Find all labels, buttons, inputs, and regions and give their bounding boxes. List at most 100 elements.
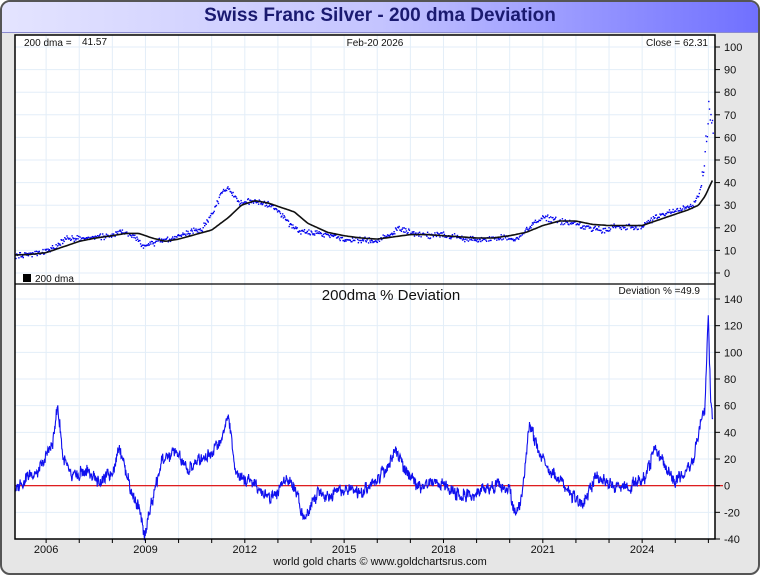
price-point xyxy=(502,238,505,240)
price-point xyxy=(213,210,215,213)
price-point xyxy=(75,239,77,241)
price-point xyxy=(328,235,330,237)
price-point xyxy=(282,213,284,215)
price-point xyxy=(104,237,107,239)
price-point xyxy=(148,244,150,246)
price-point xyxy=(25,252,27,254)
y-tick-label-upper: 70 xyxy=(724,110,736,122)
price-point xyxy=(530,227,532,229)
price-point xyxy=(679,207,682,210)
price-point xyxy=(166,237,168,240)
price-point xyxy=(378,240,381,242)
price-point xyxy=(563,223,566,225)
price-point xyxy=(199,228,201,230)
price-point xyxy=(70,238,73,241)
price-point xyxy=(545,219,548,222)
price-point xyxy=(295,227,298,230)
price-point xyxy=(287,219,289,221)
price-point xyxy=(145,245,148,247)
price-point xyxy=(526,228,529,230)
price-point xyxy=(658,216,660,219)
price-point xyxy=(684,208,686,210)
price-point xyxy=(451,234,454,236)
price-point xyxy=(22,256,24,259)
price-point xyxy=(349,239,352,241)
price-point xyxy=(389,235,391,237)
price-point xyxy=(186,233,188,235)
price-point xyxy=(441,232,443,234)
price-point xyxy=(587,225,590,227)
price-point xyxy=(359,239,362,242)
price-point xyxy=(131,234,134,236)
price-point xyxy=(235,196,237,198)
price-point xyxy=(376,241,379,244)
price-point xyxy=(173,237,175,240)
price-point xyxy=(36,254,38,257)
price-point xyxy=(435,235,438,238)
x-tick-label: 2024 xyxy=(630,544,654,556)
price-point xyxy=(316,232,319,234)
price-point xyxy=(257,203,260,205)
price-point xyxy=(485,240,488,242)
price-point xyxy=(595,229,597,231)
price-point xyxy=(665,213,667,215)
price-point xyxy=(161,241,164,243)
price-point xyxy=(189,233,191,235)
price-point xyxy=(338,236,340,238)
price-point xyxy=(152,243,154,245)
price-point xyxy=(485,239,487,241)
price-point xyxy=(351,241,353,243)
price-point xyxy=(76,235,78,237)
price-point xyxy=(32,252,34,254)
price-point xyxy=(332,235,335,238)
price-point xyxy=(196,231,199,233)
price-point xyxy=(632,226,634,228)
price-point xyxy=(471,239,473,241)
price-point xyxy=(350,241,352,243)
price-point xyxy=(121,232,123,234)
price-point xyxy=(348,239,350,241)
price-point xyxy=(542,216,545,218)
price-point xyxy=(290,223,292,225)
price-point xyxy=(206,219,208,221)
price-point xyxy=(519,235,521,237)
price-point xyxy=(77,238,79,240)
price-point xyxy=(362,240,365,242)
y-tick-label-lower: -40 xyxy=(724,534,740,546)
price-point xyxy=(497,238,499,240)
price-point xyxy=(373,241,376,243)
price-point xyxy=(544,215,547,217)
price-point xyxy=(560,223,562,226)
price-point xyxy=(249,199,252,201)
price-point xyxy=(681,210,683,212)
price-point xyxy=(475,240,478,242)
price-point xyxy=(65,238,67,240)
price-point xyxy=(395,228,397,230)
price-point xyxy=(301,229,303,232)
price-point xyxy=(142,244,144,246)
price-point xyxy=(343,240,346,243)
price-point xyxy=(710,113,712,116)
price-point xyxy=(268,205,271,207)
price-point xyxy=(612,226,615,229)
price-point xyxy=(556,221,558,224)
price-point xyxy=(377,239,379,241)
upper-panel xyxy=(15,100,714,260)
price-point xyxy=(181,234,183,236)
price-point xyxy=(226,187,228,189)
y-tick-label-upper: 10 xyxy=(724,245,736,257)
price-point xyxy=(687,205,689,207)
price-point xyxy=(693,200,695,203)
price-point xyxy=(248,203,250,205)
price-point xyxy=(72,238,75,240)
price-point xyxy=(86,237,88,239)
price-point xyxy=(63,240,65,243)
price-point xyxy=(62,239,65,241)
price-point xyxy=(357,242,360,244)
price-point xyxy=(332,234,334,236)
price-point xyxy=(675,210,677,212)
price-point xyxy=(202,227,204,229)
price-point xyxy=(209,215,212,217)
price-point xyxy=(341,236,344,239)
dma-value: 41.57 xyxy=(82,37,107,48)
